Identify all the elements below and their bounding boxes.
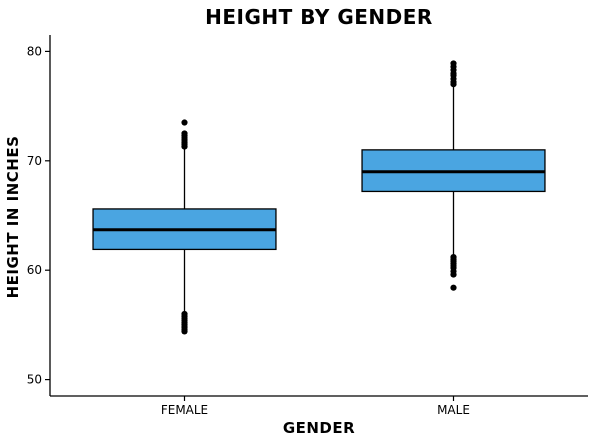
box-female (92, 119, 277, 335)
x-axis-title: GENDER (283, 419, 355, 437)
y-tick-label: 70 (27, 154, 42, 168)
y-axis-title: HEIGHT IN INCHES (4, 136, 22, 299)
y-tick-label: 50 (27, 373, 42, 387)
outlier-point (181, 310, 188, 318)
outlier-point (181, 130, 188, 137)
chart-title: HEIGHT BY GENDER (205, 5, 433, 29)
y-tick-label: 60 (27, 263, 42, 277)
x-tick-label: MALE (437, 403, 470, 417)
outlier-point (181, 119, 188, 126)
outlier-point (450, 253, 457, 261)
box-male (361, 60, 546, 291)
y-tick-label: 80 (27, 44, 42, 58)
boxes-layer (92, 60, 546, 335)
outlier-point (450, 284, 457, 291)
y-axis-ticks: 50 60 70 80 (27, 44, 50, 387)
x-tick-label: FEMALE (161, 403, 208, 417)
outlier-point (450, 60, 457, 67)
x-axis-ticks: FEMALE MALE (161, 396, 470, 417)
